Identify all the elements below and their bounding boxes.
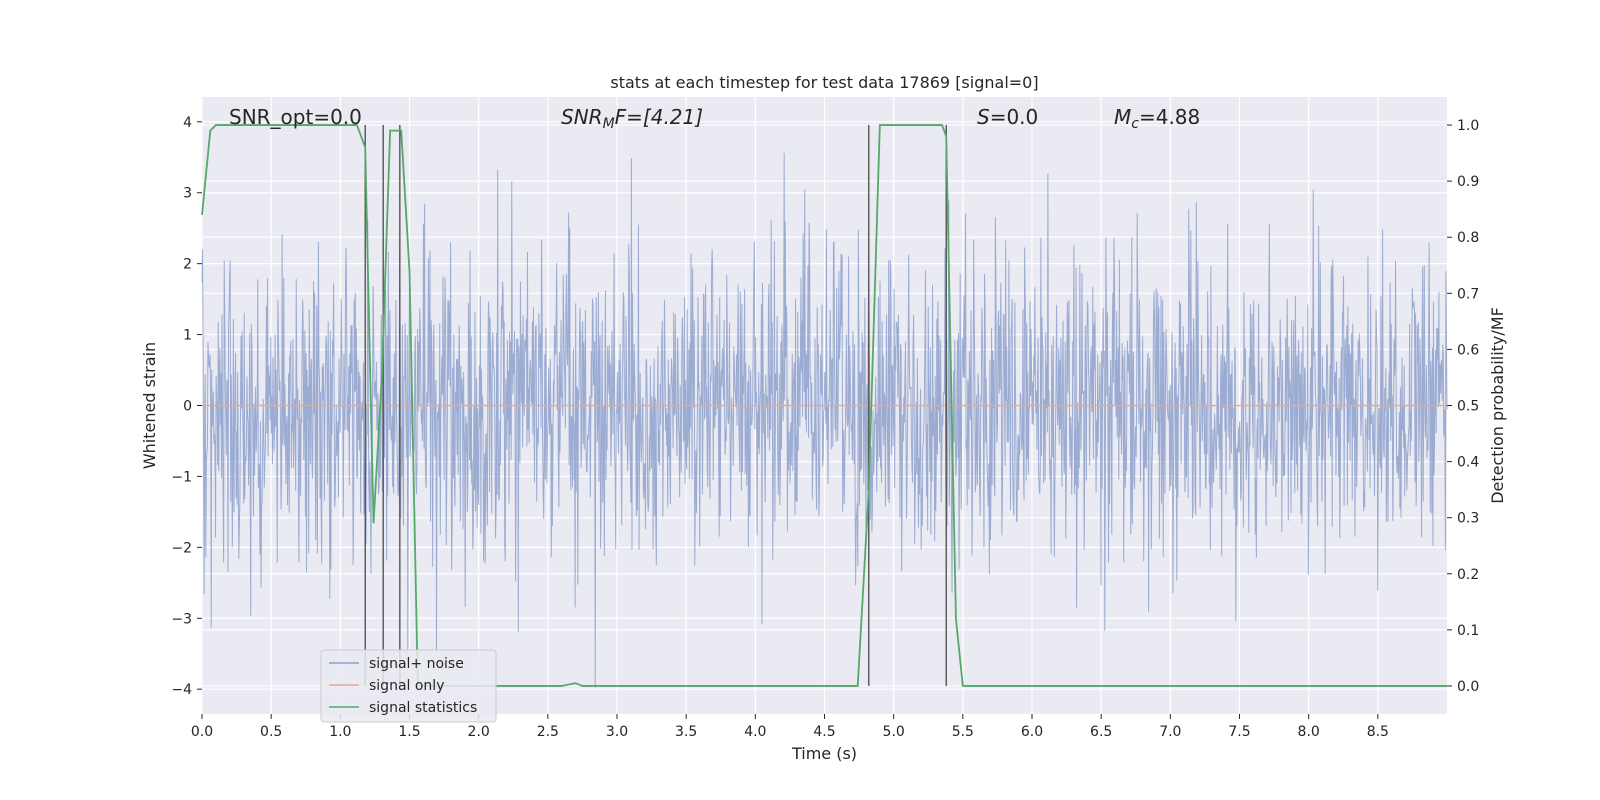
legend-label-signal-only: signal only — [369, 678, 444, 694]
y-axis-right-label: Detection probability/MF — [1488, 307, 1507, 504]
annotation-mc-sub: c — [1131, 116, 1139, 132]
legend: signal+ noise signal only signal statist… — [320, 649, 497, 723]
annotation-snr-opt: SNR_opt=0.0 — [229, 105, 362, 129]
x-tick-label: 4.5 — [813, 724, 835, 740]
series-signal-noise — [201, 152, 1448, 688]
y-right-tick-label: 0.5 — [1457, 399, 1479, 415]
y-right-tick-label: 0.0 — [1457, 679, 1479, 695]
x-tick-label: 6.5 — [1090, 724, 1112, 740]
x-tick-label: 2.5 — [537, 724, 559, 740]
y-tick-label: 4 — [183, 115, 192, 131]
y-axis-label: Whitened strain — [140, 342, 159, 469]
annotation-s: S=0.0 — [977, 105, 1038, 129]
series-line-signal-statistics — [201, 124, 1447, 687]
annotation-s-main: S — [977, 105, 990, 129]
y-right-tick-label: 0.4 — [1457, 455, 1479, 471]
y-right-tick-label: 0.7 — [1457, 286, 1479, 302]
legend-label-signal-noise: signal+ noise — [369, 656, 464, 672]
y-tick-label: 3 — [183, 186, 192, 202]
x-tick-label: 6.0 — [1021, 724, 1043, 740]
y-tick-label: −1 — [171, 469, 192, 485]
annotation-mc-rest: =4.88 — [1139, 105, 1200, 129]
y-right-tick-label: 0.2 — [1457, 567, 1479, 583]
y-right-tick-label: 0.6 — [1457, 342, 1479, 358]
x-tick-label: 7.5 — [1228, 724, 1250, 740]
x-tick-label: 8.5 — [1367, 724, 1389, 740]
annotation-mc-main: M — [1114, 105, 1131, 129]
annotation-snr-mf-rest: F=[4.21] — [615, 105, 703, 129]
annotation-snr-mf-sub: M — [603, 116, 615, 132]
x-tick-label: 5.5 — [952, 724, 974, 740]
y-tick-label: −2 — [171, 540, 192, 556]
y-right-tick-label: 0.9 — [1457, 174, 1479, 190]
x-tick-label: 3.5 — [675, 724, 697, 740]
x-tick-label: 3.0 — [606, 724, 628, 740]
series-signal-statistics — [201, 124, 1447, 687]
y-right-tick-label: 1.0 — [1457, 118, 1479, 134]
x-tick-label: 0.5 — [260, 724, 282, 740]
detection-markers — [364, 125, 947, 686]
annotation-snr-mf: SNRMF=[4.21] — [561, 105, 703, 132]
legend-label-signal-statistics: signal statistics — [369, 700, 477, 716]
x-tick-label: 8.0 — [1298, 724, 1320, 740]
x-axis-label: Time (s) — [791, 744, 857, 763]
y-tick-label: −3 — [171, 611, 192, 627]
x-tick-label: 1.5 — [398, 724, 420, 740]
x-tick-label: 2.0 — [468, 724, 490, 740]
chart-title: stats at each timestep for test data 178… — [610, 73, 1038, 92]
annotation-s-rest: =0.0 — [990, 105, 1039, 129]
x-tick-label: 0.0 — [191, 724, 213, 740]
y-tick-label: 1 — [183, 328, 192, 344]
annotation-snr-mf-main: SNR — [561, 105, 603, 129]
y-right-tick-label: 0.1 — [1457, 623, 1479, 639]
annotation-mc: Mc=4.88 — [1114, 105, 1200, 132]
y-tick-label: −4 — [171, 682, 192, 698]
x-tick-label: 5.0 — [883, 724, 905, 740]
y-tick-label: 0 — [183, 399, 192, 415]
y-right-tick-label: 0.8 — [1457, 230, 1479, 246]
axes: 0.0 0.5 1.0 1.5 2.0 2.5 3.0 3.5 4.0 4.5 5.0 5.5 6.0 6… — [171, 115, 1479, 740]
annotations: SNR_opt=0.0 SNRMF=[4.21] S=0.0 Mc=4.88 — [229, 105, 1200, 132]
legend-box — [320, 649, 497, 723]
x-tick-label: 4.0 — [744, 724, 766, 740]
x-tick-label: 1.0 — [329, 724, 351, 740]
y-tick-label: 2 — [183, 257, 192, 273]
y-right-tick-label: 0.3 — [1457, 511, 1479, 527]
series-line-signal-noise — [201, 152, 1448, 688]
x-tick-label: 7.0 — [1159, 724, 1181, 740]
